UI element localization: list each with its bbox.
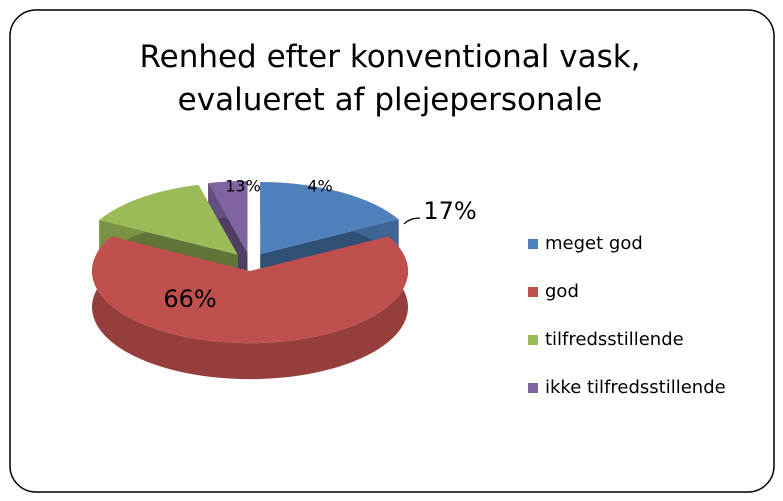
legend-swatch: [528, 239, 538, 249]
legend-label: ikke tilfredsstillende: [545, 377, 726, 398]
legend-label: meget god: [545, 233, 643, 254]
legend-swatch: [528, 383, 538, 393]
slice-wall: [92, 236, 409, 380]
data-label: 17%: [423, 197, 476, 225]
slice: [99, 185, 238, 255]
data-label: 4%: [307, 177, 332, 196]
legend-swatch: [528, 287, 538, 297]
legend-swatch: [528, 335, 538, 345]
data-label: 66%: [163, 285, 216, 313]
data-label: 13%: [225, 177, 261, 196]
slice: [92, 236, 409, 344]
leader-line: [403, 217, 421, 225]
legend-label: tilfredsstillende: [545, 329, 684, 350]
slice: [260, 182, 399, 255]
chart-title: Renhed efter konventional vask, evaluere…: [139, 39, 641, 118]
slice: [208, 180, 248, 253]
legend-label: god: [545, 281, 579, 302]
